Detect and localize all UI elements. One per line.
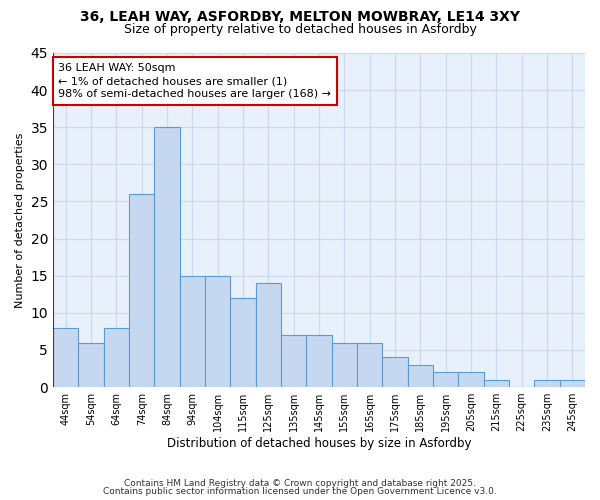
Bar — [535, 380, 560, 387]
Bar — [53, 328, 79, 387]
Bar — [560, 380, 585, 387]
Bar — [307, 335, 332, 387]
Bar — [458, 372, 484, 387]
Bar — [104, 328, 129, 387]
Bar — [230, 298, 256, 387]
Bar — [332, 342, 357, 387]
Bar — [382, 358, 407, 387]
Bar — [281, 335, 307, 387]
Text: Contains HM Land Registry data © Crown copyright and database right 2025.: Contains HM Land Registry data © Crown c… — [124, 478, 476, 488]
Bar — [357, 342, 382, 387]
Bar — [179, 276, 205, 387]
Bar — [433, 372, 458, 387]
Bar — [484, 380, 509, 387]
Bar — [154, 127, 179, 387]
Text: 36, LEAH WAY, ASFORDBY, MELTON MOWBRAY, LE14 3XY: 36, LEAH WAY, ASFORDBY, MELTON MOWBRAY, … — [80, 10, 520, 24]
Text: Contains public sector information licensed under the Open Government Licence v3: Contains public sector information licen… — [103, 487, 497, 496]
Bar — [407, 365, 433, 387]
X-axis label: Distribution of detached houses by size in Asfordby: Distribution of detached houses by size … — [167, 437, 471, 450]
Bar — [79, 342, 104, 387]
Y-axis label: Number of detached properties: Number of detached properties — [15, 132, 25, 308]
Bar — [205, 276, 230, 387]
Bar — [129, 194, 154, 387]
Text: Size of property relative to detached houses in Asfordby: Size of property relative to detached ho… — [124, 22, 476, 36]
Text: 36 LEAH WAY: 50sqm
← 1% of detached houses are smaller (1)
98% of semi-detached : 36 LEAH WAY: 50sqm ← 1% of detached hous… — [58, 63, 331, 100]
Bar — [256, 283, 281, 387]
